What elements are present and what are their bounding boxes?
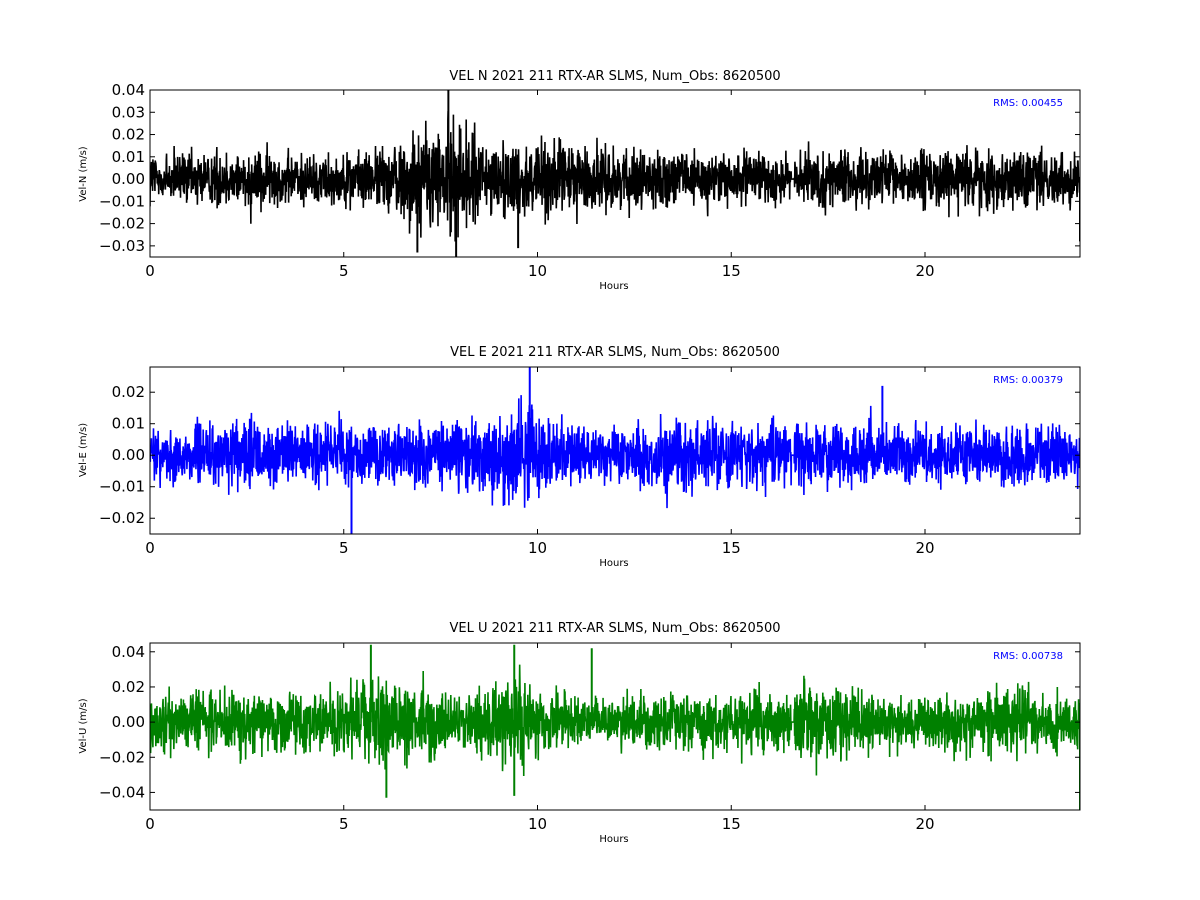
x-tick-label: 20 — [915, 539, 934, 557]
x-tick-label: 20 — [915, 262, 934, 280]
x-tick-label: 5 — [339, 815, 349, 833]
y-tick-label: 0.04 — [112, 81, 145, 99]
series-line — [150, 110, 1080, 242]
y-axis-label: Vel-U (m/s) — [78, 698, 89, 753]
x-tick-label: 5 — [339, 539, 349, 557]
axes-frame — [149, 89, 1081, 258]
y-tick-label: −0.01 — [99, 478, 145, 496]
x-tick-label: 10 — [528, 262, 547, 280]
y-tick-label: −0.02 — [99, 509, 145, 527]
x-tick-label: 0 — [145, 539, 155, 557]
y-tick-label: −0.02 — [99, 215, 145, 233]
x-tick-label: 20 — [915, 815, 934, 833]
x-axis-label: Hours — [599, 281, 628, 292]
y-tick-label: 0.03 — [112, 103, 145, 121]
plot-area: 0 5 10 15 20 0.02 0.01 0.00 −0.01 −0.02 — [99, 366, 1081, 557]
series-line — [150, 664, 1080, 776]
panel-title: VEL N 2021 211 RTX-AR SLMS, Num_Obs: 862… — [449, 69, 780, 84]
y-tick-label: 0.00 — [112, 713, 145, 731]
x-tick-label: 10 — [528, 815, 547, 833]
axes-frame — [149, 366, 1081, 535]
x-tick-label: 0 — [145, 262, 155, 280]
y-tick-label: 0.02 — [112, 383, 145, 401]
axes-frame — [149, 642, 1081, 811]
x-tick-label: 15 — [722, 539, 741, 557]
panel-title: VEL E 2021 211 RTX-AR SLMS, Num_Obs: 862… — [450, 345, 780, 360]
y-tick-label: 0.00 — [112, 170, 145, 188]
y-tick-label: 0.01 — [112, 148, 145, 166]
x-tick-label: 0 — [145, 815, 155, 833]
rms-annotation: RMS: 0.00455 — [993, 98, 1063, 109]
y-tick-label: 0.02 — [112, 678, 145, 696]
y-tick-label: −0.01 — [99, 192, 145, 210]
y-tick-label: −0.04 — [99, 783, 145, 801]
x-tick-label: 15 — [722, 262, 741, 280]
panel-title: VEL U 2021 211 RTX-AR SLMS, Num_Obs: 862… — [449, 621, 780, 636]
y-tick-label: 0.01 — [112, 415, 145, 433]
series-line — [150, 395, 1080, 509]
x-tick-label: 10 — [528, 539, 547, 557]
x-axis-label: Hours — [599, 558, 628, 569]
y-tick-label: 0.04 — [112, 643, 145, 661]
y-tick-label: −0.02 — [99, 748, 145, 766]
y-axis-label: Vel-N (m/s) — [78, 146, 89, 201]
y-axis-label: Vel-E (m/s) — [78, 423, 89, 477]
plot-area: 0 5 10 15 20 0.04 0.03 0.02 0.01 0.00 −0.01 −0.02 −0… — [99, 81, 1081, 280]
panel-vel-e: VEL E 2021 211 RTX-AR SLMS, Num_Obs: 862… — [78, 345, 1081, 569]
rms-annotation: RMS: 0.00379 — [993, 375, 1063, 386]
plot-area: 0 5 10 15 20 0.04 0.02 0.00 −0.02 −0.04 — [99, 642, 1081, 833]
y-tick-label: −0.03 — [99, 237, 145, 255]
rms-annotation: RMS: 0.00738 — [993, 651, 1063, 662]
x-axis-label: Hours — [599, 834, 628, 845]
panel-vel-u: VEL U 2021 211 RTX-AR SLMS, Num_Obs: 862… — [78, 621, 1081, 845]
y-tick-label: 0.00 — [112, 446, 145, 464]
x-tick-label: 5 — [339, 262, 349, 280]
x-tick-label: 15 — [722, 815, 741, 833]
panel-vel-n: VEL N 2021 211 RTX-AR SLMS, Num_Obs: 862… — [78, 69, 1081, 292]
y-tick-label: 0.02 — [112, 126, 145, 144]
